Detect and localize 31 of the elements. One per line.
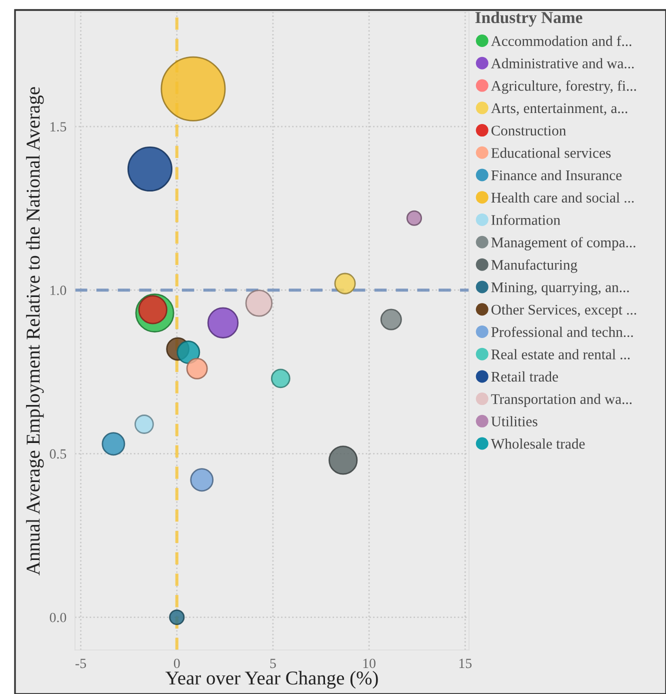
x-tick-label: 15 [459, 658, 472, 668]
legend-label: Manufacturing [491, 259, 578, 273]
x-axis-title: Year over Year Change (%) [165, 670, 378, 689]
x-tick-label: 10 [363, 658, 376, 668]
y-tick-label: 0.5 [50, 449, 66, 459]
y-tick-label: 0.0 [50, 612, 66, 622]
y-axis-title: Annual Average Employment Relative to the National Average [26, 87, 44, 576]
x-tick-label: -5 [76, 658, 86, 668]
legend-label: Information [491, 214, 560, 225]
legend-label: Administrative and wa... [491, 58, 634, 68]
legend-label: Retail trade [491, 371, 558, 382]
legend-label: Mining, quarrying, an... [491, 282, 629, 296]
legend-label: Professional and techn... [491, 326, 633, 338]
legend-label: Health care and social ... [491, 192, 634, 203]
legend-label: Agriculture, forestry, fi... [491, 80, 636, 94]
legend-label: Wholesale trade [490, 438, 585, 449]
legend-label: Transportation and wa... [491, 394, 632, 408]
x-tick-label: 5 [270, 658, 276, 668]
x-tick-label: 0 [174, 658, 180, 668]
y-tick-label: 1.0 [50, 286, 66, 296]
legend-label: Construction [491, 126, 566, 136]
legend-label: Utilities [491, 416, 538, 426]
legend-label: Other Services, except ... [491, 304, 636, 318]
y-tick-label: 1.5 [50, 122, 66, 132]
legend-label: Finance and Insurance [491, 170, 622, 180]
legend-label: Arts, entertainment, a... [491, 103, 628, 116]
legend-label: Management of compa... [491, 236, 636, 250]
legend-label: Educational services [491, 148, 611, 158]
legend-title: Industry Name [475, 11, 582, 27]
legend-label: Accommodation and f... [491, 36, 632, 46]
legend-label: Real estate and rental ... [491, 349, 630, 360]
